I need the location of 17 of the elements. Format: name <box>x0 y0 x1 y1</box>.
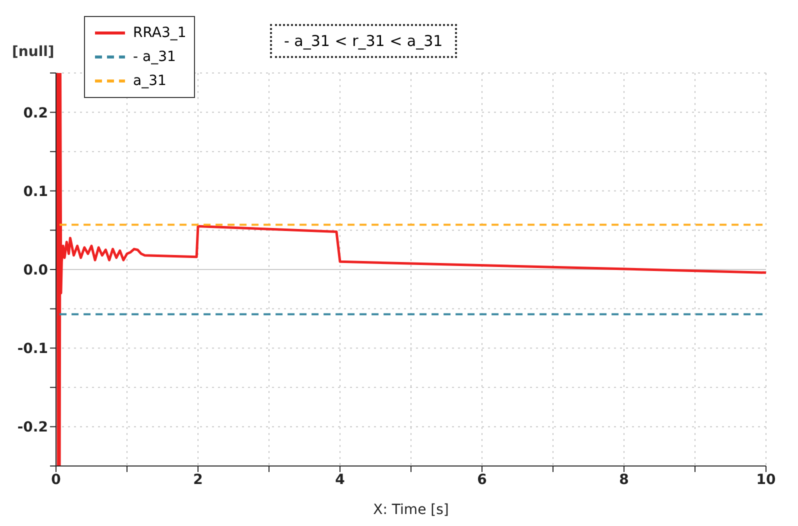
y-tick-label: 0.1 <box>23 184 48 200</box>
y-tick-label: 0.2 <box>23 105 48 122</box>
y-axis-title: [null] <box>12 44 54 60</box>
y-tick-label: 0.0 <box>23 262 48 278</box>
x-tick-label: 4 <box>335 472 346 488</box>
x-tick-label: 0 <box>51 472 62 488</box>
legend-label: RRA3_1 <box>133 25 186 41</box>
legend-label: - a_31 <box>133 49 176 65</box>
x-tick-label: 2 <box>193 472 203 488</box>
x-tick-label: 8 <box>619 472 629 488</box>
y-tick-label: -0.2 <box>17 420 48 436</box>
x-tick-label: 10 <box>756 472 776 488</box>
x-tick-label: 6 <box>477 472 487 488</box>
y-tick-label: -0.1 <box>17 341 48 358</box>
x-axis-title: X: Time [s] <box>373 502 449 518</box>
legend-label: a_31 <box>133 73 166 89</box>
text: - a_31 < r_31 < a_31 <box>270 24 457 58</box>
